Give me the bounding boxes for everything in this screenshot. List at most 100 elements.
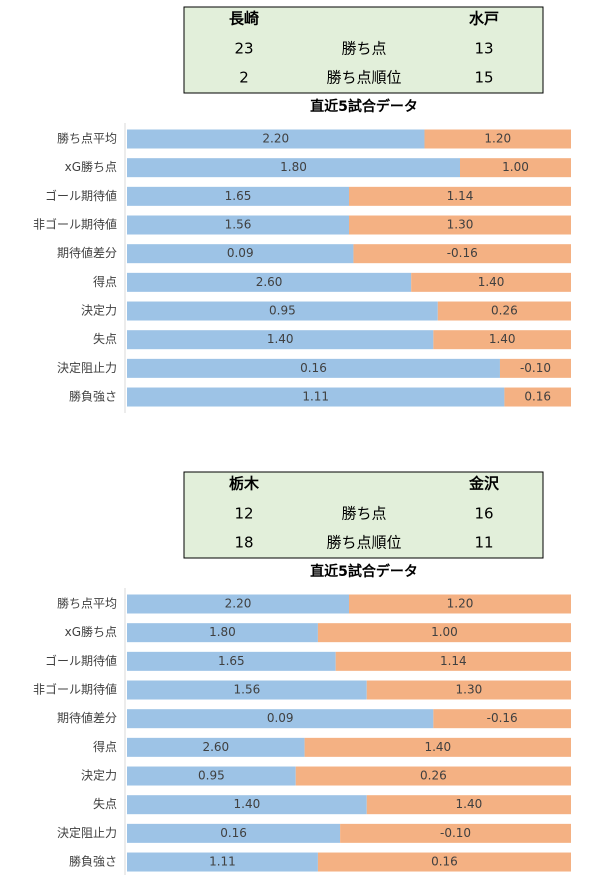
away-bar <box>317 852 571 872</box>
away-bar <box>349 186 571 206</box>
home-value-label: 0.95 <box>269 304 296 318</box>
category-label: 得点 <box>93 739 117 754</box>
away-bar <box>433 330 571 350</box>
home-bar <box>127 387 505 407</box>
category-label: 期待値差分 <box>57 710 117 725</box>
away-bar <box>424 129 571 149</box>
home-value-label: 2.60 <box>256 275 283 289</box>
category-label: xG勝ち点 <box>65 624 117 639</box>
away-value-label: -0.16 <box>447 246 478 260</box>
away-value-label: 0.16 <box>524 390 551 404</box>
home-value-label: 1.65 <box>225 189 252 203</box>
category-label: ゴール期待値 <box>45 653 117 668</box>
chart-title: 直近5試合データ <box>310 563 418 580</box>
home-value-label: 0.16 <box>300 361 327 375</box>
category-label: 勝ち点平均 <box>57 596 117 611</box>
header-box <box>183 471 544 559</box>
away-bar <box>433 709 571 729</box>
category-label: 決定力 <box>81 303 117 318</box>
home-bar <box>127 358 500 378</box>
home-value-label: 1.65 <box>218 654 245 668</box>
away-stat: 16 <box>474 505 493 523</box>
away-bar <box>460 158 571 178</box>
away-bar <box>317 623 571 643</box>
stat-label: 勝ち点順位 <box>326 69 401 87</box>
home-bar <box>127 186 349 206</box>
home-value-label: 1.56 <box>225 218 252 232</box>
home-bar <box>127 823 341 843</box>
away-bar <box>366 795 571 815</box>
away-value-label: 1.14 <box>447 189 474 203</box>
category-label: 勝負強さ <box>69 389 117 404</box>
away-bar <box>437 301 571 321</box>
category-label: xG勝ち点 <box>65 159 117 174</box>
away-value-label: 0.16 <box>431 855 458 869</box>
category-label: 非ゴール期待値 <box>33 682 117 697</box>
away-team: 金沢 <box>468 475 500 493</box>
home-bar <box>127 737 305 757</box>
category-label: 失点 <box>93 331 117 346</box>
away-bar <box>340 823 571 843</box>
home-bar <box>127 680 367 700</box>
home-value-label: 0.09 <box>267 711 294 725</box>
away-bar <box>504 387 571 407</box>
away-value-label: 1.40 <box>424 740 451 754</box>
home-bar <box>127 215 349 235</box>
home-value-label: 1.80 <box>209 625 236 639</box>
home-stat: 2 <box>239 69 249 87</box>
home-bar <box>127 594 349 614</box>
home-value-label: 0.09 <box>227 246 254 260</box>
home-value-label: 1.56 <box>234 683 261 697</box>
away-value-label: 0.26 <box>420 769 447 783</box>
home-team: 栃木 <box>229 475 260 493</box>
away-bar <box>349 215 571 235</box>
home-bar <box>127 766 296 786</box>
home-bar <box>127 244 354 264</box>
away-value-label: -0.10 <box>520 361 551 375</box>
home-bar <box>127 330 434 350</box>
category-label: 決定阻止力 <box>57 825 117 840</box>
stat-label: 勝ち点 <box>341 40 386 58</box>
category-label: 勝ち点平均 <box>57 131 117 146</box>
home-value-label: 1.40 <box>267 332 294 346</box>
category-label: 失点 <box>93 796 117 811</box>
away-value-label: 1.30 <box>447 218 474 232</box>
category-label: 期待値差分 <box>57 245 117 260</box>
away-value-label: 1.00 <box>431 625 458 639</box>
home-value-label: 2.60 <box>202 740 229 754</box>
away-value-label: 1.20 <box>447 597 474 611</box>
category-label: 得点 <box>93 274 117 289</box>
category-label: 勝負強さ <box>69 854 117 869</box>
stat-label: 勝ち点順位 <box>326 534 401 552</box>
away-bar <box>335 651 571 671</box>
away-value-label: -0.16 <box>487 711 518 725</box>
home-value-label: 0.95 <box>198 769 225 783</box>
away-value-label: 1.40 <box>489 332 516 346</box>
stat-label: 勝ち点 <box>341 505 386 523</box>
home-bar <box>127 129 425 149</box>
away-bar <box>295 766 571 786</box>
away-bar <box>304 737 571 757</box>
away-value-label: 1.20 <box>484 132 511 146</box>
home-stat: 23 <box>234 40 253 58</box>
away-value-label: 1.00 <box>502 160 529 174</box>
away-value-label: 1.30 <box>456 683 483 697</box>
home-bar <box>127 272 412 292</box>
home-bar <box>127 158 460 178</box>
away-value-label: -0.10 <box>440 826 471 840</box>
home-value-label: 2.20 <box>225 597 252 611</box>
away-stat: 13 <box>474 40 493 58</box>
away-bar <box>411 272 571 292</box>
away-value-label: 0.26 <box>491 304 518 318</box>
home-value-label: 1.11 <box>209 855 236 869</box>
home-value-label: 2.20 <box>262 132 289 146</box>
category-label: 非ゴール期待値 <box>33 217 117 232</box>
away-stat: 11 <box>474 534 493 552</box>
home-bar <box>127 301 438 321</box>
home-bar <box>127 795 367 815</box>
category-label: 決定阻止力 <box>57 360 117 375</box>
home-bar <box>127 651 336 671</box>
home-value-label: 1.80 <box>280 160 307 174</box>
home-stat: 12 <box>234 505 253 523</box>
